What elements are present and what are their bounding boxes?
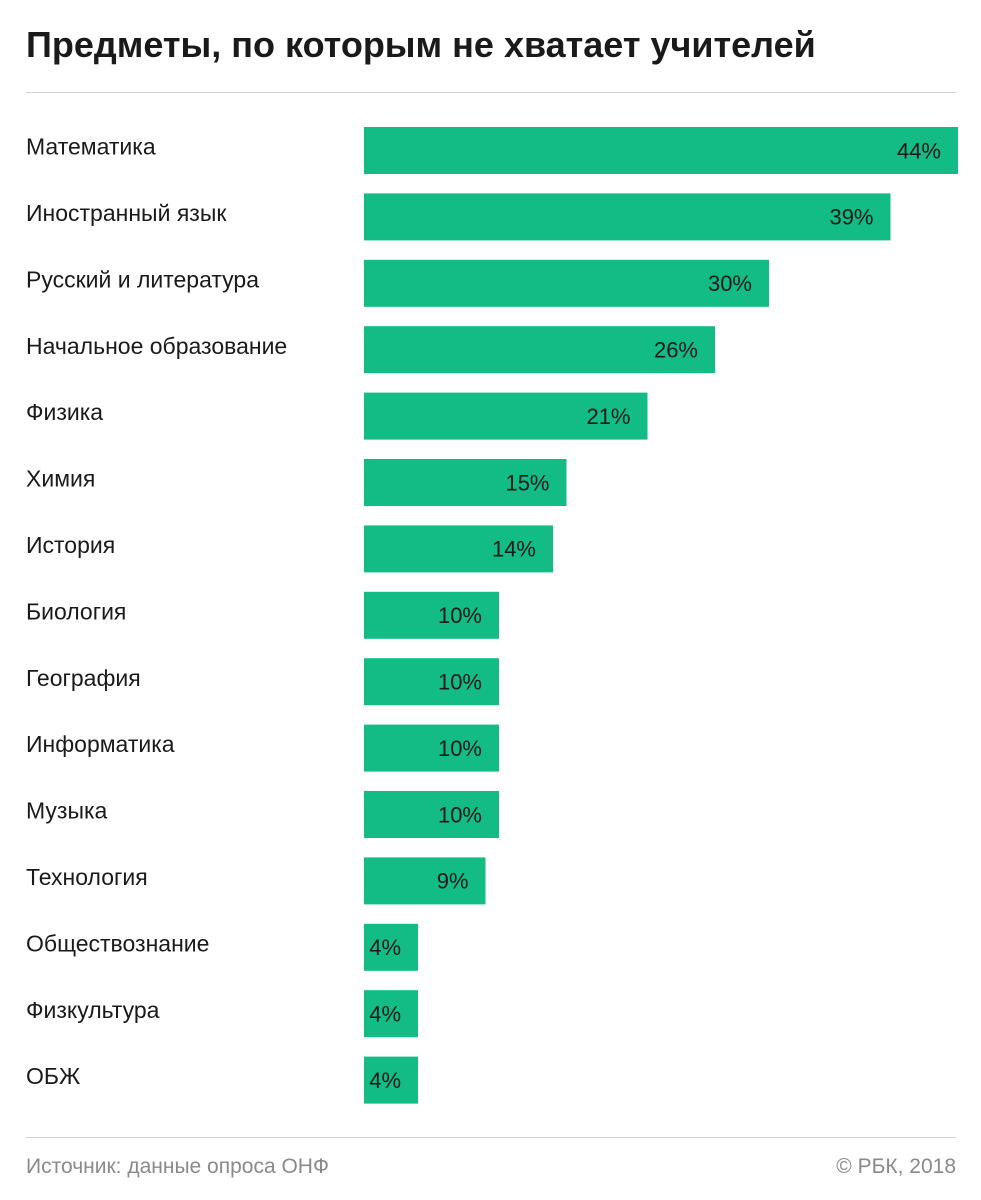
- category-label: Иностранный язык: [26, 200, 227, 226]
- bar-value-label: 39%: [829, 205, 873, 230]
- category-label: ОБЖ: [26, 1063, 80, 1089]
- bar-value-label: 4%: [369, 935, 401, 960]
- bar-value-label: 30%: [708, 271, 752, 296]
- category-label: Химия: [26, 466, 95, 492]
- category-label: Математика: [26, 134, 156, 160]
- category-label: Музыка: [26, 798, 108, 824]
- bar-value-label: 4%: [369, 1068, 401, 1093]
- bar: [364, 193, 891, 241]
- bar: [364, 459, 567, 506]
- source-note: Источник: данные опроса ОНФ: [26, 1155, 329, 1178]
- footer-divider: [26, 1137, 956, 1138]
- title-divider: [26, 92, 956, 93]
- category-label: Русский и литература: [26, 266, 259, 292]
- bar: [364, 724, 499, 772]
- bar-value-label: 14%: [492, 537, 536, 562]
- category-label: Биология: [26, 598, 126, 624]
- bar-value-label: 44%: [897, 138, 941, 163]
- copyright-credit: © РБК, 2018: [836, 1155, 956, 1178]
- category-label: География: [26, 665, 141, 691]
- bar: [364, 923, 418, 971]
- category-label: Физика: [26, 399, 103, 425]
- category-label: Технология: [26, 864, 148, 890]
- bar: [364, 857, 486, 905]
- bar: [364, 658, 499, 706]
- bar-value-label: 15%: [505, 470, 549, 495]
- bar-value-label: 9%: [437, 869, 469, 894]
- bar-value-label: 10%: [438, 670, 482, 695]
- bar: [364, 525, 553, 573]
- bar: [364, 591, 499, 639]
- bar-value-label: 10%: [438, 603, 482, 628]
- bar-value-label: 10%: [438, 802, 482, 827]
- bar: [364, 791, 499, 838]
- bar-value-label: 26%: [654, 338, 698, 363]
- bar: [364, 1056, 418, 1104]
- bar: [364, 259, 769, 307]
- bar: [364, 326, 715, 374]
- category-label: Обществознание: [26, 930, 209, 956]
- bar-value-label: 4%: [369, 1002, 401, 1027]
- bar: [364, 127, 958, 174]
- bar: [364, 392, 648, 440]
- category-label: История: [26, 532, 115, 558]
- bar-value-label: 21%: [586, 404, 630, 429]
- category-label: Информатика: [26, 731, 175, 757]
- category-label: Физкультура: [26, 997, 160, 1023]
- bar: [364, 990, 418, 1038]
- bar-value-label: 10%: [438, 736, 482, 761]
- category-label: Начальное образование: [26, 333, 287, 359]
- chart-title: Предметы, по которым не хватает учителей: [26, 24, 816, 65]
